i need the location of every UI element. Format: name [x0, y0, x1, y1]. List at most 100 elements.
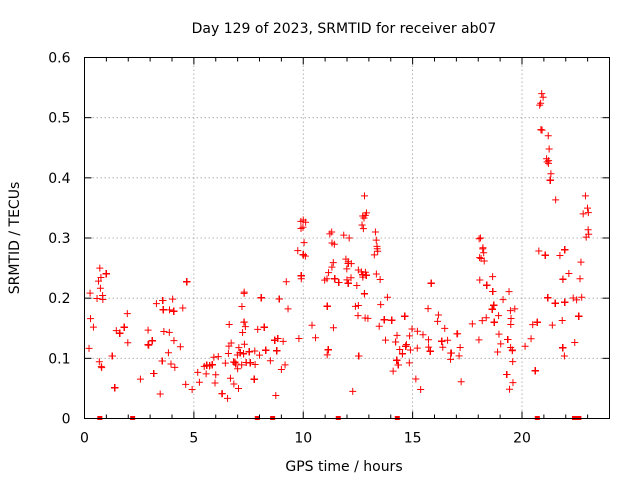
data-point-137	[405, 359, 413, 367]
data-point-43	[353, 281, 361, 289]
y-tick-label-3: 0.3	[48, 231, 70, 247]
data-point-76	[85, 344, 93, 352]
data-point-2619	[343, 265, 351, 273]
data-point-2636	[476, 276, 484, 284]
data-point-51	[482, 314, 490, 322]
data-point-57	[329, 324, 337, 332]
data-point-80	[402, 340, 410, 348]
data-point-2574	[504, 335, 512, 343]
data-point-135	[294, 247, 302, 255]
data-point-134	[225, 320, 233, 328]
data-point-2598	[246, 359, 254, 367]
data-point-2562	[360, 290, 368, 298]
data-point-2556	[111, 384, 119, 392]
data-point-2644	[537, 126, 545, 134]
data-point-2590	[260, 323, 268, 331]
data-point-122	[361, 314, 369, 322]
data-point-79	[439, 343, 447, 351]
data-point-2661	[584, 209, 592, 217]
data-point-2664	[97, 273, 105, 281]
data-point-2538	[575, 312, 583, 320]
data-point-150	[495, 312, 503, 320]
data-point-102	[558, 317, 566, 325]
data-point-2563	[402, 342, 410, 350]
data-point-85	[211, 379, 219, 387]
data-point-2654	[545, 157, 553, 165]
data-point-2540	[250, 375, 258, 383]
data-point-154	[166, 306, 174, 314]
y-tick-label-0: 0	[62, 412, 71, 428]
data-point-2568	[490, 301, 498, 309]
data-point-2527	[490, 318, 498, 326]
data-point-2587	[488, 305, 496, 313]
data-point-28	[457, 378, 465, 386]
data-point-155	[349, 387, 357, 395]
data-point-46	[323, 351, 331, 359]
data-point-2597	[323, 302, 331, 310]
data-point-99	[279, 337, 287, 345]
data-point-44	[295, 335, 303, 343]
data-point-20	[218, 390, 226, 398]
data-point-73	[221, 359, 229, 367]
data-point-2608	[326, 230, 334, 238]
data-point-40	[495, 330, 503, 338]
data-point-2586	[240, 350, 248, 358]
data-point-2554	[236, 349, 244, 357]
data-point-128	[89, 323, 97, 331]
data-point-2631	[373, 242, 381, 250]
data-point-2531	[262, 346, 270, 354]
chart-title: Day 129 of 2023, SRMTID for receiver ab0…	[192, 21, 497, 37]
data-point-83	[167, 360, 175, 368]
data-point-147	[212, 371, 220, 379]
data-point-2550	[170, 307, 178, 315]
y-tick-label-5: 0.5	[48, 111, 70, 127]
data-point-92	[210, 353, 218, 361]
data-point-112	[413, 344, 421, 352]
data-point-2575	[380, 316, 388, 324]
data-point-2620	[345, 234, 353, 242]
x-tick-label-1: 5	[189, 431, 198, 447]
data-point-88	[312, 334, 320, 342]
data-point-81	[424, 305, 432, 313]
data-point-2646	[536, 101, 544, 109]
data-point-2570	[394, 361, 402, 369]
data-point-63	[165, 328, 173, 336]
y-tick-label-6: 0.6	[48, 51, 70, 67]
data-point-132	[408, 325, 416, 333]
data-point-2650	[547, 170, 555, 178]
data-point-126	[578, 293, 586, 301]
data-point-2585	[158, 357, 166, 365]
data-point-2663	[93, 295, 101, 303]
data-point-61	[188, 385, 196, 393]
data-point-2560	[544, 294, 552, 302]
data-point-143	[505, 288, 513, 296]
data-point-2621	[359, 225, 367, 233]
data-point-91	[308, 321, 316, 329]
data-point-121	[497, 340, 505, 348]
y-tick-label-4: 0.4	[48, 171, 70, 187]
data-point-78	[87, 315, 95, 323]
data-point-2553	[331, 275, 339, 283]
data-point-2534	[144, 341, 152, 349]
data-point-2634	[371, 228, 379, 236]
data-point-11	[194, 368, 202, 376]
data-point-30	[240, 340, 248, 348]
data-point-2656	[584, 204, 592, 212]
data-point-47	[277, 366, 285, 374]
data-point-2559	[297, 272, 305, 280]
data-point-95	[123, 310, 131, 318]
data-point-2571	[483, 281, 491, 289]
data-point-2546	[541, 251, 549, 259]
data-point-2543	[489, 288, 497, 296]
data-point-37	[144, 326, 152, 334]
data-point-60	[535, 247, 543, 255]
x-tick-label-4: 20	[513, 431, 531, 447]
data-point-2671	[241, 323, 249, 331]
data-point-2579	[359, 271, 367, 279]
data-point-21	[225, 342, 233, 350]
data-point-2660	[584, 226, 592, 234]
data-point-15	[152, 300, 160, 308]
data-point-1	[86, 289, 94, 297]
data-point-117	[382, 336, 390, 344]
data-point-22	[507, 321, 515, 329]
